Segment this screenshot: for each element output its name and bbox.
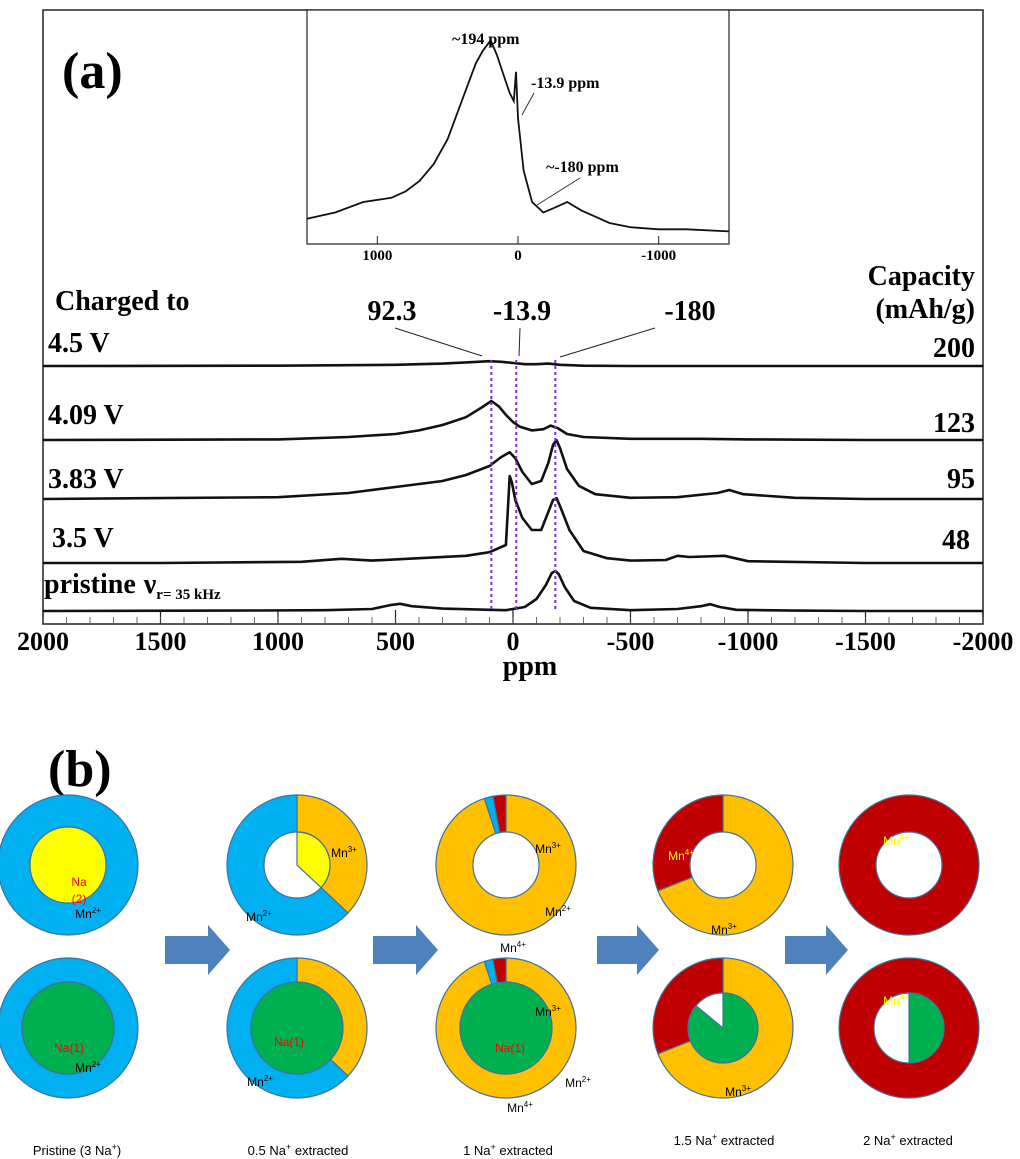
inset-x-ticks	[376, 236, 660, 244]
na1-site-segment	[250, 981, 344, 1075]
spectrum-line-3	[43, 474, 983, 565]
na2-site-label-index: (2)	[72, 892, 87, 906]
inset-annotation-194: ~194 ppm	[452, 31, 520, 48]
peak-label-92-3: 92.3	[368, 296, 417, 327]
capacity-value-3-5v: 48	[942, 525, 970, 556]
inset-x-tick-labels: 1000 0 -1000	[362, 248, 676, 264]
state-captions: Pristine (3 Na+) 0.5 Na+ extracted 1 Na+ e…	[33, 1132, 953, 1158]
inset-arrow-180	[536, 177, 581, 206]
spectrum-line-0	[42, 359, 983, 368]
inset-plot-frame	[306, 9, 730, 245]
panel-b: (b) Na(2)Mn2+Na(1)Mn2+Mn3+Mn2+Na(1)Mn2+M…	[0, 741, 980, 1158]
donut-mn3-segment	[296, 794, 368, 914]
peak-arrow-13-9	[518, 327, 521, 357]
na2-site-segment	[296, 831, 331, 889]
peak-reference-lines	[490, 360, 557, 612]
peak-label-180: -180	[664, 296, 715, 327]
state-caption: 0.5 Na+ extracted	[248, 1142, 349, 1158]
mn2-label: Mn2+	[247, 1074, 273, 1089]
donut-diagrams: Na(2)Mn2+Na(1)Mn2+Mn3+Mn2+Na(1)Mn2+Mn3+M…	[0, 794, 980, 1115]
na2-site-segment	[29, 826, 107, 904]
inset-spectrum-line	[306, 38, 730, 233]
capacity-value-4-09v: 123	[933, 408, 975, 439]
peak-arrow-180	[559, 327, 656, 358]
peak-label-13-9: -13.9	[493, 296, 551, 327]
mn4-label: Mn4+	[883, 993, 909, 1008]
na1-site-label: Na(1)	[495, 1041, 525, 1055]
main-x-tick-label: -2000	[953, 627, 1014, 656]
spectra-series	[42, 359, 983, 613]
mn3-label: Mn3+	[535, 1004, 561, 1019]
main-x-tick-label: -500	[607, 627, 655, 656]
donut-hole	[875, 831, 943, 899]
mn2-label: Mn2+	[246, 909, 272, 924]
capacity-value-3-83v: 95	[947, 464, 975, 495]
mn3-label: Mn3+	[725, 1084, 751, 1099]
inset-x-tick-label: 1000	[362, 248, 392, 264]
capacity-header-line1: Capacity	[868, 261, 975, 292]
panel-b-label: (b)	[48, 741, 112, 798]
main-x-tick-label: 500	[376, 627, 415, 656]
na1-site-segment	[459, 981, 553, 1075]
main-x-tick-label: 0	[507, 627, 520, 656]
inset-arrow-13-9	[521, 92, 535, 116]
mn2-label: Mn2+	[75, 906, 101, 921]
series-label-pristine: pristine νr= 35 kHz	[44, 569, 221, 603]
mn3-label: Mn3+	[535, 841, 561, 856]
main-x-tick-label: -1500	[835, 627, 896, 656]
main-x-tick-labels: 2000 1500 1000 500 0 -500 -1000 -1500 -2000	[17, 627, 1013, 656]
panel-a: 2000 1500 1000 500 0 -500 -1000 -1500 -2000 ppm …	[17, 9, 1013, 682]
main-x-ticks	[42, 610, 984, 624]
mn4-label: Mn4+	[668, 848, 694, 863]
transition-arrow	[785, 925, 848, 975]
spectrum-line-4	[42, 569, 983, 613]
charged-to-label: Charged to	[55, 286, 190, 317]
inset-annotation-180: ~-180 ppm	[546, 159, 619, 176]
na1-site-label: Na(1)	[274, 1035, 304, 1049]
na1-site-segment	[687, 992, 759, 1064]
na2-site-label: Na	[71, 875, 87, 889]
capacity-header-line2: (mAh/g)	[875, 294, 975, 325]
donut-hole	[472, 831, 540, 899]
spectrum-line-2	[42, 438, 983, 501]
transition-arrows	[165, 925, 848, 975]
mn4-label: Mn4+	[500, 940, 526, 955]
capacity-value-4-5v: 200	[933, 333, 975, 364]
transition-arrow	[597, 925, 659, 975]
inset-x-tick-label: -1000	[641, 248, 676, 264]
series-label-3-83v: 3.83 V	[48, 464, 124, 495]
main-x-tick-label: 2000	[17, 627, 69, 656]
main-x-tick-label: 1000	[252, 627, 304, 656]
series-label-4-5v: 4.5 V	[48, 328, 110, 359]
spectrum-line-1	[42, 399, 983, 442]
mn3-label: Mn3+	[331, 845, 357, 860]
main-x-tick-label: 1500	[135, 627, 187, 656]
series-label-4-09v: 4.09 V	[48, 400, 124, 431]
state-caption: 1.5 Na+ extracted	[674, 1132, 775, 1148]
na1-site-segment	[21, 981, 115, 1075]
mn4-label: Mn4+	[507, 1100, 533, 1115]
mn4-label: Mn4+	[883, 833, 909, 848]
mn2-label: Mn2+	[75, 1060, 101, 1075]
series-label-3-5v: 3.5 V	[52, 523, 114, 554]
na1-site-segment	[908, 992, 945, 1064]
transition-arrow	[373, 925, 438, 975]
transition-arrow	[165, 925, 230, 975]
donut-hole	[689, 831, 757, 899]
mn2-label: Mn2+	[565, 1075, 591, 1090]
panel-a-label: (a)	[62, 43, 123, 100]
main-x-tick-label: -1000	[718, 627, 779, 656]
state-caption: 1 Na+ extracted	[463, 1142, 553, 1158]
state-caption: Pristine (3 Na+)	[33, 1142, 121, 1158]
state-caption: 2 Na+ extracted	[863, 1132, 953, 1148]
mn2-label: Mn2+	[545, 904, 571, 919]
main-x-axis-label: ppm	[503, 651, 557, 682]
na1-site-label: Na(1)	[54, 1041, 84, 1055]
mn3-label: Mn3+	[711, 922, 737, 937]
peak-arrow-92-3	[394, 327, 483, 357]
inset-annotation-13-9: -13.9 ppm	[531, 75, 600, 92]
inset-x-tick-label: 0	[514, 248, 522, 264]
